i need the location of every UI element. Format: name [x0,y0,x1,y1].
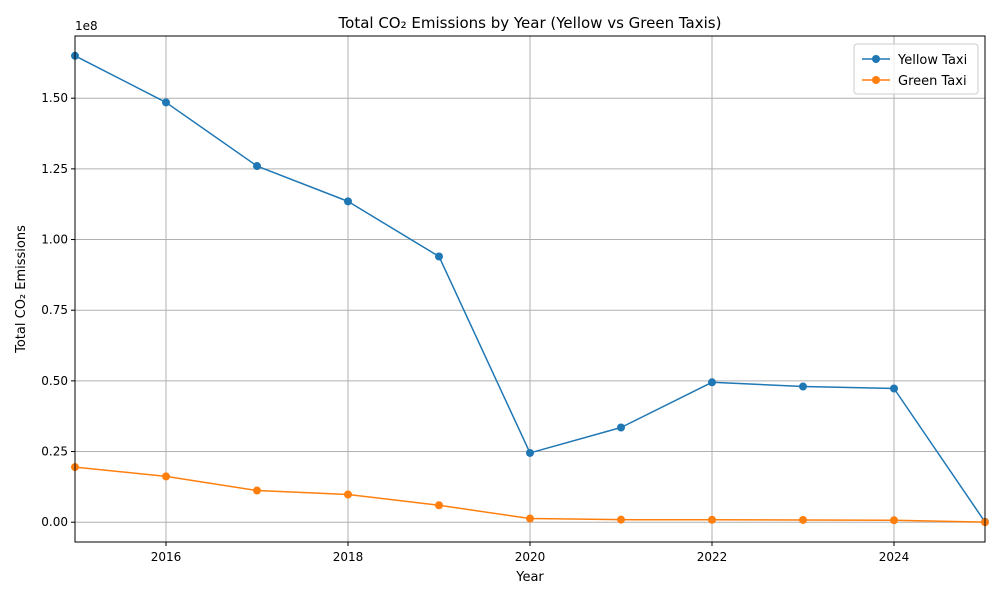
data-point-green-taxi [526,514,534,523]
data-point-green-taxi [435,501,443,510]
x-tick-label: 2016 [151,550,182,564]
data-point-yellow-taxi [617,423,625,432]
data-point-green-taxi [253,486,261,495]
y-tick-label: 1.00 [41,233,68,247]
x-tick-label: 2018 [333,550,364,564]
data-point-green-taxi [799,515,807,524]
data-point-green-taxi [617,515,625,524]
legend-marker-green-taxi [872,76,880,84]
y-tick-label: 1.50 [41,91,68,105]
y-tick-label: 0.50 [41,374,68,388]
data-point-green-taxi [344,490,352,499]
data-point-yellow-taxi [526,448,534,457]
x-axis-label: Year [515,570,544,585]
series-green-taxi [71,463,989,527]
x-tick-label: 2022 [697,550,728,564]
y-tick-label: 0.00 [41,515,68,529]
legend-marker-yellow-taxi [872,55,880,63]
y-axis-offset-label: 1e8 [75,19,98,33]
data-point-yellow-taxi [799,382,807,391]
data-point-yellow-taxi [344,197,352,206]
x-tick-label: 2024 [879,550,910,564]
data-point-yellow-taxi [708,378,716,387]
legend: Yellow Taxi Green Taxi [853,43,979,95]
data-point-yellow-taxi [890,384,898,393]
y-tick-label: 0.75 [41,303,68,317]
data-point-yellow-taxi [162,98,170,107]
legend-label-green-taxi: Green Taxi [898,74,967,89]
legend-box [853,43,979,95]
data-point-green-taxi [708,515,716,524]
y-tick-label: 1.25 [41,162,68,176]
series-yellow-taxi [71,51,989,526]
data-point-green-taxi [890,516,898,525]
chart-title: Total CO₂ Emissions by Year (Yellow vs G… [338,14,722,32]
y-axis-label: Total CO₂ Emissions [14,225,29,354]
data-point-yellow-taxi [253,162,261,171]
data-series [71,51,989,527]
data-point-green-taxi [162,472,170,481]
y-tick-label: 0.25 [41,445,68,459]
x-tick-label: 2020 [515,550,546,564]
data-point-yellow-taxi [435,252,443,261]
axis-ticks: 2016 2018 2020 2022 2024 0.00 0.25 0.50 0.75 1.00… [41,91,909,564]
legend-label-yellow-taxi: Yellow Taxi [897,53,967,68]
